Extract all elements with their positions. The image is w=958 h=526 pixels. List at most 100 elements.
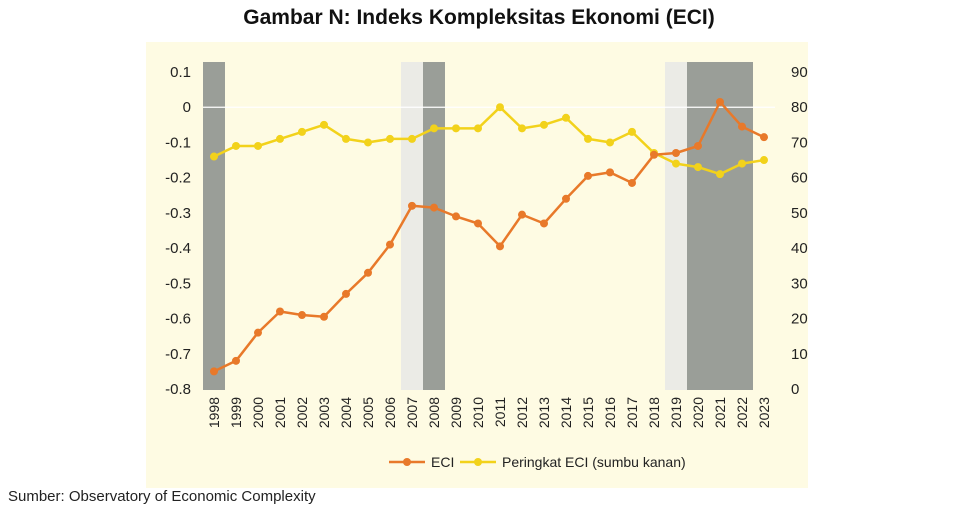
left-tick-label: 0 <box>183 99 191 116</box>
eci-point-2001 <box>276 307 284 316</box>
x-tick-label: 1998 <box>206 397 222 428</box>
eci-point-2005 <box>364 268 372 277</box>
x-tick-label: 2018 <box>646 397 662 428</box>
shade-dark-2020 <box>687 62 753 390</box>
left-tick-label: -0.1 <box>165 134 191 151</box>
x-tick-label: 2001 <box>272 397 288 428</box>
legend-eci-swatch-marker <box>403 458 411 466</box>
x-tick-label: 2019 <box>668 397 684 428</box>
right-tick-label: 20 <box>791 311 808 328</box>
x-tick-label: 2020 <box>690 397 706 428</box>
rank-point-2000 <box>254 141 262 150</box>
legend: ECI Peringkat ECI (sumbu kanan) <box>389 454 686 470</box>
right-tick-label: 80 <box>791 99 808 116</box>
shade-dark-1998 <box>203 62 225 390</box>
rank-point-1998 <box>210 152 218 161</box>
x-tick-label: 2007 <box>404 397 420 428</box>
left-tick-label: -0.6 <box>165 311 191 328</box>
eci-point-2017 <box>628 178 636 187</box>
right-tick-label: 40 <box>791 240 808 257</box>
eci-point-2011 <box>496 242 504 251</box>
eci-point-2008 <box>430 203 438 212</box>
right-tick-label: 30 <box>791 275 808 292</box>
rank-point-2007 <box>408 134 416 143</box>
x-tick-label: 2000 <box>250 397 266 428</box>
x-tick-label: 2008 <box>426 397 442 428</box>
eci-point-2020 <box>694 141 702 150</box>
x-tick-label: 2016 <box>602 397 618 428</box>
x-tick-label: 2014 <box>558 397 574 428</box>
right-tick-label: 70 <box>791 134 808 151</box>
rank-point-2009 <box>452 124 460 133</box>
x-tick-label: 2009 <box>448 397 464 428</box>
x-axis: 1998 1999 2000 2001 2002 2003 2004 2005 2006 2007… <box>206 397 772 428</box>
left-tick-label: -0.3 <box>165 205 191 222</box>
right-tick-label: 60 <box>791 170 808 187</box>
eci-point-2022 <box>738 122 746 131</box>
x-tick-label: 2021 <box>712 397 728 428</box>
right-tick-label: 10 <box>791 346 808 363</box>
x-tick-label: 2010 <box>470 397 486 428</box>
eci-point-2009 <box>452 212 460 221</box>
left-tick-label: -0.7 <box>165 346 191 363</box>
rank-point-2023 <box>760 156 768 165</box>
rank-point-2014 <box>562 113 570 122</box>
eci-point-2014 <box>562 194 570 203</box>
legend-rank-swatch-marker <box>474 458 482 466</box>
left-tick-label: -0.5 <box>165 275 191 292</box>
right-tick-label: 90 <box>791 64 808 81</box>
left-tick-label: -0.2 <box>165 170 191 187</box>
x-tick-label: 2023 <box>756 397 772 428</box>
x-tick-label: 2004 <box>338 397 354 428</box>
legend-rank-label: Peringkat ECI (sumbu kanan) <box>502 454 686 470</box>
rank-point-2021 <box>716 170 724 179</box>
x-tick-label: 2003 <box>316 397 332 428</box>
x-tick-label: 2011 <box>492 397 508 427</box>
left-tick-label: -0.8 <box>165 381 191 398</box>
left-axis: 0.1 0 -0.1 -0.2 -0.3 -0.4 -0.5 -0.6 -0.7 -0.8 <box>165 64 191 398</box>
rank-point-2008 <box>430 124 438 133</box>
eci-point-2023 <box>760 133 768 142</box>
x-tick-label: 1999 <box>228 397 244 428</box>
rank-point-2017 <box>628 127 636 136</box>
right-tick-label: 50 <box>791 205 808 222</box>
left-tick-label: -0.4 <box>165 240 191 257</box>
rank-point-2019 <box>672 159 680 168</box>
eci-point-2019 <box>672 149 680 158</box>
x-tick-label: 2006 <box>382 397 398 428</box>
eci-point-2013 <box>540 219 548 228</box>
eci-point-2002 <box>298 311 306 320</box>
rank-point-2012 <box>518 124 526 133</box>
rank-point-2006 <box>386 134 394 143</box>
rank-point-2004 <box>342 134 350 143</box>
shade-dark-2008 <box>423 62 445 390</box>
eci-point-2016 <box>606 168 614 177</box>
eci-point-2007 <box>408 201 416 210</box>
shade-light-2019 <box>665 62 687 390</box>
series-group <box>210 97 768 376</box>
rank-point-2011 <box>496 103 504 112</box>
eci-point-2021 <box>716 97 724 106</box>
rank-point-2002 <box>298 127 306 136</box>
eci-point-2018 <box>650 150 658 159</box>
rank-point-2022 <box>738 159 746 168</box>
rank-point-2015 <box>584 134 592 143</box>
eci-point-1999 <box>232 356 240 365</box>
x-tick-label: 2017 <box>624 397 640 428</box>
eci-point-2000 <box>254 328 262 337</box>
x-tick-label: 2015 <box>580 397 596 428</box>
left-tick-label: 0.1 <box>170 64 191 81</box>
rank-point-2013 <box>540 120 548 129</box>
rank-point-2020 <box>694 163 702 172</box>
x-tick-label: 2013 <box>536 397 552 428</box>
source-note: Sumber: Observatory of Economic Complexi… <box>8 488 316 505</box>
rank-point-1999 <box>232 141 240 150</box>
eci-point-2003 <box>320 312 328 321</box>
eci-point-2004 <box>342 289 350 298</box>
x-tick-label: 2022 <box>734 397 750 428</box>
eci-point-2012 <box>518 210 526 219</box>
rank-point-2003 <box>320 120 328 129</box>
eci-point-2015 <box>584 171 592 180</box>
rank-point-2010 <box>474 124 482 133</box>
